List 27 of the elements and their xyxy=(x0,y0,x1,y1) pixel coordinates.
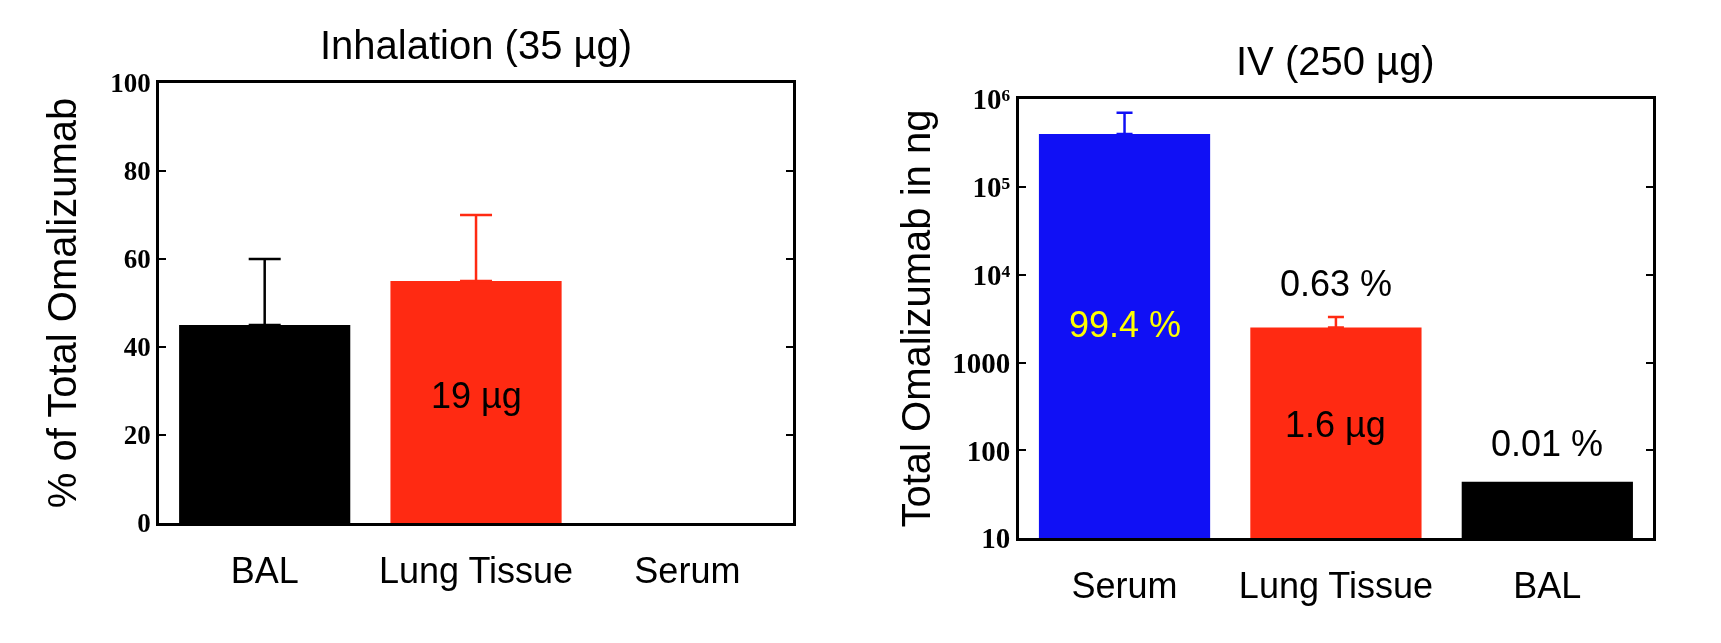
y-tick-label: 10 xyxy=(981,522,1011,555)
annotation: 0.63 % xyxy=(1280,263,1393,304)
y-tick-label: 0 xyxy=(137,508,151,539)
annotation: 19 µg xyxy=(431,375,522,416)
y-tick-label: 40 xyxy=(123,332,151,363)
y-tick-label: 20 xyxy=(123,420,151,451)
y-axis-title: Total Omalizumab in ng xyxy=(893,109,938,528)
annotation: 1.6 µg xyxy=(1285,404,1386,445)
y-tick-label: 100 xyxy=(966,434,1011,467)
x-tick-label: BAL xyxy=(230,549,299,591)
x-tick-label: Serum xyxy=(1071,565,1178,607)
chart-title: Inhalation (35 µg) xyxy=(320,23,633,67)
y-tick-label: 10⁴ xyxy=(972,258,1011,291)
y-tick-label: 100 xyxy=(110,68,151,99)
y-tick-label: 10⁶ xyxy=(972,83,1011,116)
annotation: 99.4 % xyxy=(1069,304,1182,345)
x-tick-label: Lung Tissue xyxy=(378,549,574,591)
y-tick-label: 1000 xyxy=(952,346,1011,379)
x-tick-label: Serum xyxy=(634,549,741,591)
chart-title: IV (250 µg) xyxy=(1236,39,1435,83)
annotation: 0.01 % xyxy=(1491,423,1604,464)
y-tick-label: 10⁵ xyxy=(972,171,1011,203)
y-axis-title: % of Total Omalizumab xyxy=(39,97,84,509)
x-tick-label: BAL xyxy=(1513,565,1582,607)
y-tick-label: 60 xyxy=(123,244,151,275)
y-tick-label: 80 xyxy=(123,156,151,187)
x-tick-label: Lung Tissue xyxy=(1238,565,1433,607)
